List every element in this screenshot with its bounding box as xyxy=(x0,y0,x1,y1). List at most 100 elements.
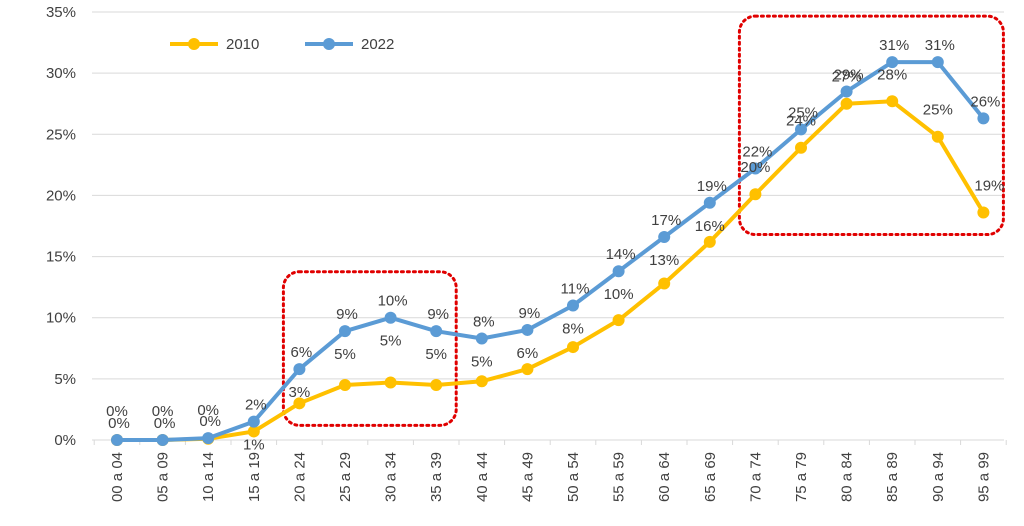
data-point-2022 xyxy=(795,123,807,136)
highlight-box xyxy=(281,270,458,427)
legend: 2010 2022 xyxy=(170,36,394,53)
data-point-2010 xyxy=(749,188,762,201)
data-label-2010: 0% xyxy=(197,402,219,419)
gridlines xyxy=(92,11,1004,380)
data-point-2022 xyxy=(247,415,260,428)
data-label-2010: 10% xyxy=(604,286,634,303)
x-tick-label: 80 a 84 xyxy=(839,452,856,502)
data-label-2010: 25% xyxy=(923,102,953,119)
data-label-2022: 2% xyxy=(245,397,267,414)
data-point-2022 xyxy=(339,325,351,338)
data-point-2022 xyxy=(430,325,443,338)
data-label-2022: 29% xyxy=(834,66,864,83)
data-label-2010: 28% xyxy=(877,66,907,83)
data-label-2010: 24% xyxy=(786,113,816,130)
data-point-2010 xyxy=(703,235,716,248)
data-point-2010 xyxy=(521,363,534,376)
series-lines xyxy=(111,56,990,446)
data-point-2010 xyxy=(475,375,488,388)
data-point-2022 xyxy=(658,231,671,244)
data-point-2010 xyxy=(977,206,990,219)
highlight-boxes xyxy=(281,14,1005,427)
data-label-2022: 22% xyxy=(742,144,772,161)
data-point-2022 xyxy=(475,332,488,345)
data-point-2010 xyxy=(658,277,671,290)
y-tick-label: 10% xyxy=(46,310,76,327)
data-point-2022 xyxy=(703,196,716,209)
data-label-2022: 0% xyxy=(154,415,176,432)
data-label-2022: 31% xyxy=(879,37,909,54)
x-tick-label: 40 a 44 xyxy=(474,452,491,502)
highlight-box xyxy=(737,14,1005,237)
data-point-2022 xyxy=(612,265,625,278)
data-point-2022 xyxy=(521,323,534,336)
x-tick-label: 85 a 89 xyxy=(884,452,901,502)
data-label-2022: 9% xyxy=(336,306,358,323)
data-point-2010 xyxy=(384,376,397,389)
legend-marker-2022 xyxy=(323,38,335,50)
x-tick-label: 75 a 79 xyxy=(793,452,810,502)
x-tick-label: 95 a 99 xyxy=(975,452,992,502)
data-point-2022 xyxy=(293,363,306,376)
data-point-2022 xyxy=(840,85,853,98)
x-tick-label: 10 a 14 xyxy=(200,452,217,502)
x-tick-label: 30 a 34 xyxy=(383,452,400,502)
x-tick-label: 70 a 74 xyxy=(747,452,764,502)
legend-label-2022: 2022 xyxy=(361,36,394,53)
y-tick-label: 20% xyxy=(46,187,76,204)
data-label-2010: 27% xyxy=(832,69,862,86)
data-label-2022: 26% xyxy=(970,93,1000,110)
legend-marker-2010 xyxy=(188,38,200,50)
x-tick-label: 00 a 04 xyxy=(109,452,126,502)
data-label-2022: 10% xyxy=(378,293,408,310)
x-tick-label: 55 a 59 xyxy=(611,452,628,502)
x-tick-label: 45 a 49 xyxy=(519,452,536,502)
data-point-2010 xyxy=(567,341,579,354)
data-point-2010 xyxy=(612,314,625,327)
data-point-2022 xyxy=(749,162,762,175)
y-tick-label: 0% xyxy=(54,432,76,449)
data-point-2010 xyxy=(795,141,807,154)
y-tick-label: 5% xyxy=(54,371,76,388)
data-point-2010 xyxy=(931,130,944,143)
data-point-2010 xyxy=(840,97,853,110)
data-point-2022 xyxy=(202,432,215,445)
data-point-2010 xyxy=(886,95,899,108)
x-tick-label: 15 a 19 xyxy=(246,452,263,502)
series-line-2022 xyxy=(117,60,985,442)
x-tick-label: 25 a 29 xyxy=(337,452,354,502)
data-point-2010 xyxy=(430,378,443,391)
data-label-2022: 17% xyxy=(651,212,681,229)
data-point-2022 xyxy=(931,56,944,69)
data-label-2022: 19% xyxy=(697,178,727,195)
data-label-2022: 0% xyxy=(199,413,221,430)
data-label-2022: 9% xyxy=(519,305,541,322)
x-tick-label: 65 a 69 xyxy=(702,452,719,502)
data-label-2010: 3% xyxy=(289,384,311,401)
data-label-2022: 6% xyxy=(291,344,313,361)
data-point-2022 xyxy=(156,434,169,446)
legend-label-2010: 2010 xyxy=(226,36,259,53)
x-tick-label: 50 a 54 xyxy=(565,452,582,502)
y-tick-label: 25% xyxy=(46,126,76,143)
data-label-2010: 0% xyxy=(152,403,174,420)
data-label-2010: 5% xyxy=(380,333,402,350)
data-label-2022: 11% xyxy=(561,280,590,297)
data-label-2010: 19% xyxy=(974,178,1004,195)
x-tick-label: 90 a 94 xyxy=(930,452,947,502)
data-label-2010: 1% xyxy=(243,437,265,454)
y-tick-label: 15% xyxy=(46,249,76,266)
axes: 0% 5% 10% 15% 20% 25% 30% 35% 00 a 04 05 a 09 10 a… xyxy=(46,4,1007,502)
data-label-2010: 8% xyxy=(562,320,584,337)
data-point-2022 xyxy=(886,56,899,69)
data-label-2022: 8% xyxy=(473,314,495,331)
data-label-2022: 31% xyxy=(925,37,955,54)
data-point-2022 xyxy=(384,311,397,324)
y-tick-label: 30% xyxy=(46,65,76,82)
data-labels: 0% 0% 0%2%6%9%10%9% 8%9%11%14%17%19%22%25%2… xyxy=(106,37,1004,454)
data-label-2010: 0% xyxy=(106,403,128,420)
data-label-2010: 20% xyxy=(740,159,770,176)
x-tick-label: 05 a 09 xyxy=(155,452,172,502)
data-label-2022: 0% xyxy=(108,415,130,432)
